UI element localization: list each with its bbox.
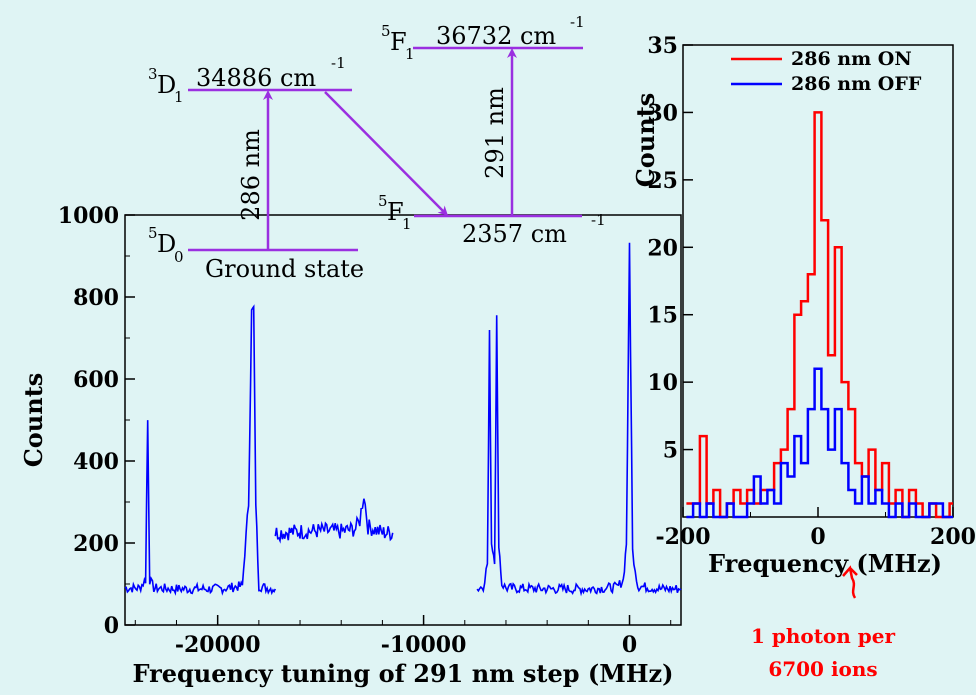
level-3d1-sup: 3 bbox=[148, 65, 158, 83]
level-5f1-upper-sup: 5 bbox=[381, 22, 391, 40]
level-5f1-lower-sup: 5 bbox=[378, 192, 388, 210]
inset-series bbox=[686, 111, 953, 519]
main-series bbox=[124, 242, 682, 597]
decay-arrow bbox=[324, 91, 449, 217]
level-5f1-lower-energy: 2357 cm bbox=[462, 220, 567, 248]
main-y-tick-label: 0 bbox=[104, 613, 119, 639]
inset-ticks: -200 0 200 5 10 15 20 25 30 35 bbox=[647, 33, 976, 550]
level-5d0-term: D bbox=[157, 230, 176, 258]
level-5f1-lower-energy-exp: -1 bbox=[591, 211, 606, 229]
inset-y-tick-label: 5 bbox=[663, 438, 678, 464]
inset-y-tick-label: 35 bbox=[647, 33, 678, 59]
main-y-axis-label: Counts bbox=[19, 373, 48, 468]
inset-series-on bbox=[686, 111, 953, 519]
main-y-tick-label: 1000 bbox=[58, 203, 119, 229]
level-5d0-energy: Ground state bbox=[205, 255, 364, 283]
inset-y-tick-label: 30 bbox=[647, 100, 678, 126]
level-3d1-energy: 34886 cm bbox=[196, 64, 316, 92]
photon-annotation: 1 photon per 6700 ions bbox=[751, 565, 896, 681]
inset-legend: 286 nm ON 286 nm OFF bbox=[731, 48, 922, 95]
level-3d1-energy-exp: -1 bbox=[331, 54, 346, 72]
main-y-tick-label: 800 bbox=[73, 285, 119, 311]
main-x-tick-label: -20000 bbox=[175, 632, 261, 658]
inset-y-tick-label: 15 bbox=[647, 303, 678, 329]
main-y-tick-label: 200 bbox=[73, 531, 119, 557]
inset-x-tick-label: -200 bbox=[655, 524, 710, 550]
legend-label-on: 286 nm ON bbox=[791, 48, 912, 70]
level-5f1-upper-sub: 1 bbox=[405, 45, 415, 63]
inset-x-tick-label: 0 bbox=[810, 524, 825, 550]
level-5d0-sub: 0 bbox=[174, 248, 184, 266]
level-3d1-sub: 1 bbox=[174, 88, 184, 106]
level-3d1-term: D bbox=[157, 71, 176, 99]
main-x-tick-label: -10000 bbox=[381, 632, 467, 658]
transition-286nm-label: 286 nm bbox=[237, 129, 265, 221]
inset-x-tick-label: 200 bbox=[930, 524, 976, 550]
annotation-line-1: 1 photon per bbox=[751, 624, 896, 648]
level-5f1-upper-term: F bbox=[390, 28, 407, 56]
inset-series-off bbox=[686, 367, 953, 519]
main-y-tick-label: 600 bbox=[73, 367, 119, 393]
level-label-3d1: 3 D 1 34886 cm -1 bbox=[148, 54, 346, 106]
inset-y-tick-label: 25 bbox=[647, 168, 678, 194]
main-series-segment-2 bbox=[476, 242, 682, 597]
level-5f1-lower-term: F bbox=[387, 198, 404, 226]
inset-chart: -200 0 200 5 10 15 20 25 30 35 Frequency (MHz) Co… bbox=[631, 33, 976, 681]
transition-291nm-label: 291 nm bbox=[481, 87, 509, 179]
inset-plot-frame bbox=[682, 44, 954, 518]
main-x-axis-label: Frequency tuning of 291 nm step (MHz) bbox=[132, 659, 673, 688]
inset-y-axis-label: Counts bbox=[631, 93, 660, 188]
annotation-line-2: 6700 ions bbox=[768, 657, 877, 681]
main-ticks: -20000 -10000 0 0 200 400 600 800 1000 bbox=[58, 203, 672, 658]
level-5f1-lower-sub: 1 bbox=[402, 215, 412, 233]
level-label-5d0: 5 D 0 Ground state bbox=[148, 224, 364, 283]
inset-y-tick-label: 10 bbox=[647, 370, 678, 396]
legend-label-off: 286 nm OFF bbox=[791, 73, 922, 95]
annotation-arrow bbox=[842, 565, 858, 599]
inset-y-tick-label: 20 bbox=[647, 235, 678, 261]
level-label-5f1-lower: 5 F 1 2357 cm -1 bbox=[378, 192, 606, 248]
level-5d0-sup: 5 bbox=[148, 224, 158, 242]
energy-level-diagram: 286 nm 291 nm 3 D 1 34886 cm -1 5 F 1 36… bbox=[148, 13, 606, 283]
level-5f1-upper-energy: 36732 cm bbox=[436, 22, 556, 50]
main-y-tick-label: 400 bbox=[73, 449, 119, 475]
level-5f1-upper-energy-exp: -1 bbox=[570, 13, 585, 31]
inset-x-axis-label: Frequency (MHz) bbox=[708, 549, 942, 578]
main-x-tick-label: 0 bbox=[622, 632, 637, 658]
level-label-5f1-upper: 5 F 1 36732 cm -1 bbox=[381, 13, 585, 63]
main-series-segment-0 bbox=[124, 304, 277, 596]
main-series-segment-1 bbox=[274, 498, 394, 544]
